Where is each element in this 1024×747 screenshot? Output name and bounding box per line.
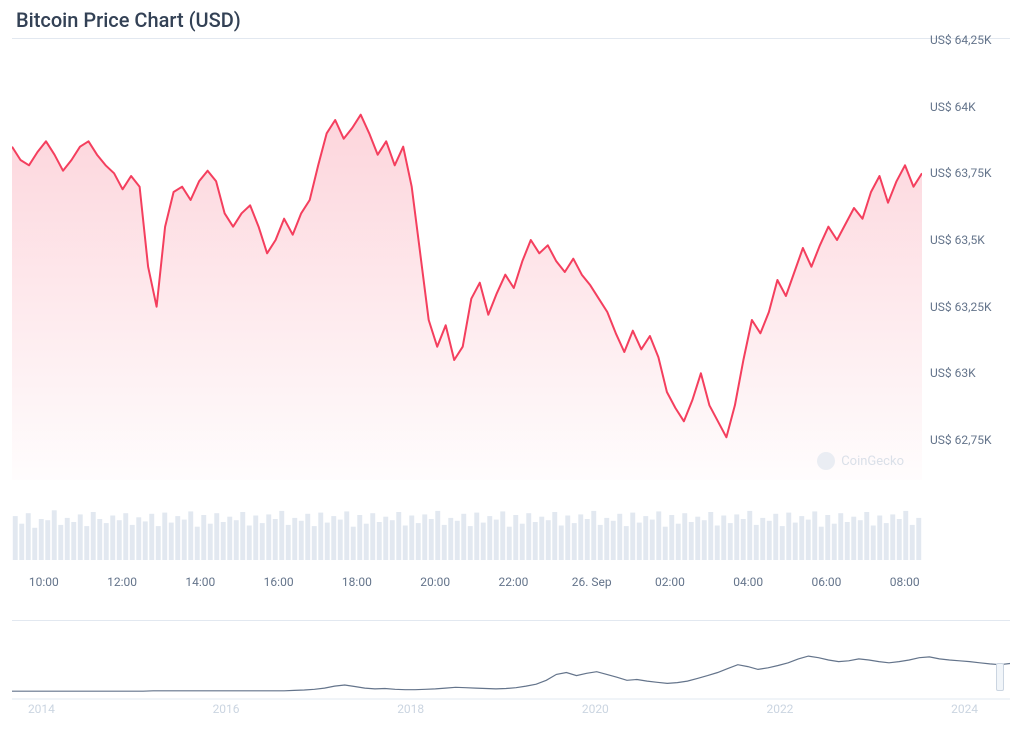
x-tick-label: 22:00 <box>498 575 528 589</box>
y-tick-label: US$ 63K <box>930 366 976 380</box>
y-tick-label: US$ 64,25K <box>930 33 992 47</box>
range-year-label: 2020 <box>582 702 609 716</box>
x-tick-label: 10:00 <box>29 575 59 589</box>
range-year-label: 2018 <box>397 702 424 716</box>
watermark-text: CoinGecko <box>841 454 904 469</box>
watermark: CoinGecko <box>817 452 904 470</box>
chart-container: Bitcoin Price Chart (USD) CoinGecko US$ … <box>0 0 1024 747</box>
range-handle[interactable] <box>996 663 1004 691</box>
range-selector[interactable]: 2014 2016 2018 2020 2022 2024 <box>12 645 1010 720</box>
x-tick-label: 08:00 <box>890 575 920 589</box>
range-year-label: 2014 <box>28 702 55 716</box>
y-tick-label: US$ 63,5K <box>930 233 985 247</box>
volume-chart[interactable] <box>12 495 922 560</box>
y-tick-label: US$ 63,75K <box>930 166 992 180</box>
coingecko-icon <box>817 452 835 470</box>
range-selector-svg <box>12 645 1010 700</box>
x-tick-label: 02:00 <box>655 575 685 589</box>
price-chart[interactable]: CoinGecko <box>12 40 922 480</box>
x-tick-label: 26. Sep <box>572 575 612 589</box>
chart-title: Bitcoin Price Chart (USD) <box>16 8 241 32</box>
range-year-label: 2016 <box>213 702 240 716</box>
y-axis: US$ 62,75K US$ 63K US$ 63,25K US$ 63,5K US$ … <box>930 40 1020 480</box>
x-tick-label: 12:00 <box>107 575 137 589</box>
x-tick-label: 18:00 <box>342 575 372 589</box>
y-tick-label: US$ 64K <box>930 100 976 114</box>
range-year-label: 2022 <box>766 702 793 716</box>
x-tick-label: 16:00 <box>264 575 294 589</box>
divider-mid <box>12 620 1010 621</box>
price-chart-svg <box>12 40 922 480</box>
x-tick-label: 20:00 <box>420 575 450 589</box>
x-axis: 10:00 12:00 14:00 16:00 18:00 20:00 22:00 26. S… <box>12 575 922 595</box>
y-tick-label: US$ 62,75K <box>930 433 992 447</box>
x-tick-label: 14:00 <box>185 575 215 589</box>
x-tick-label: 04:00 <box>733 575 763 589</box>
volume-chart-svg <box>12 495 922 560</box>
x-tick-label: 06:00 <box>811 575 841 589</box>
y-tick-label: US$ 63,25K <box>930 300 992 314</box>
range-year-label: 2024 <box>951 702 978 716</box>
divider-top <box>12 38 1010 39</box>
